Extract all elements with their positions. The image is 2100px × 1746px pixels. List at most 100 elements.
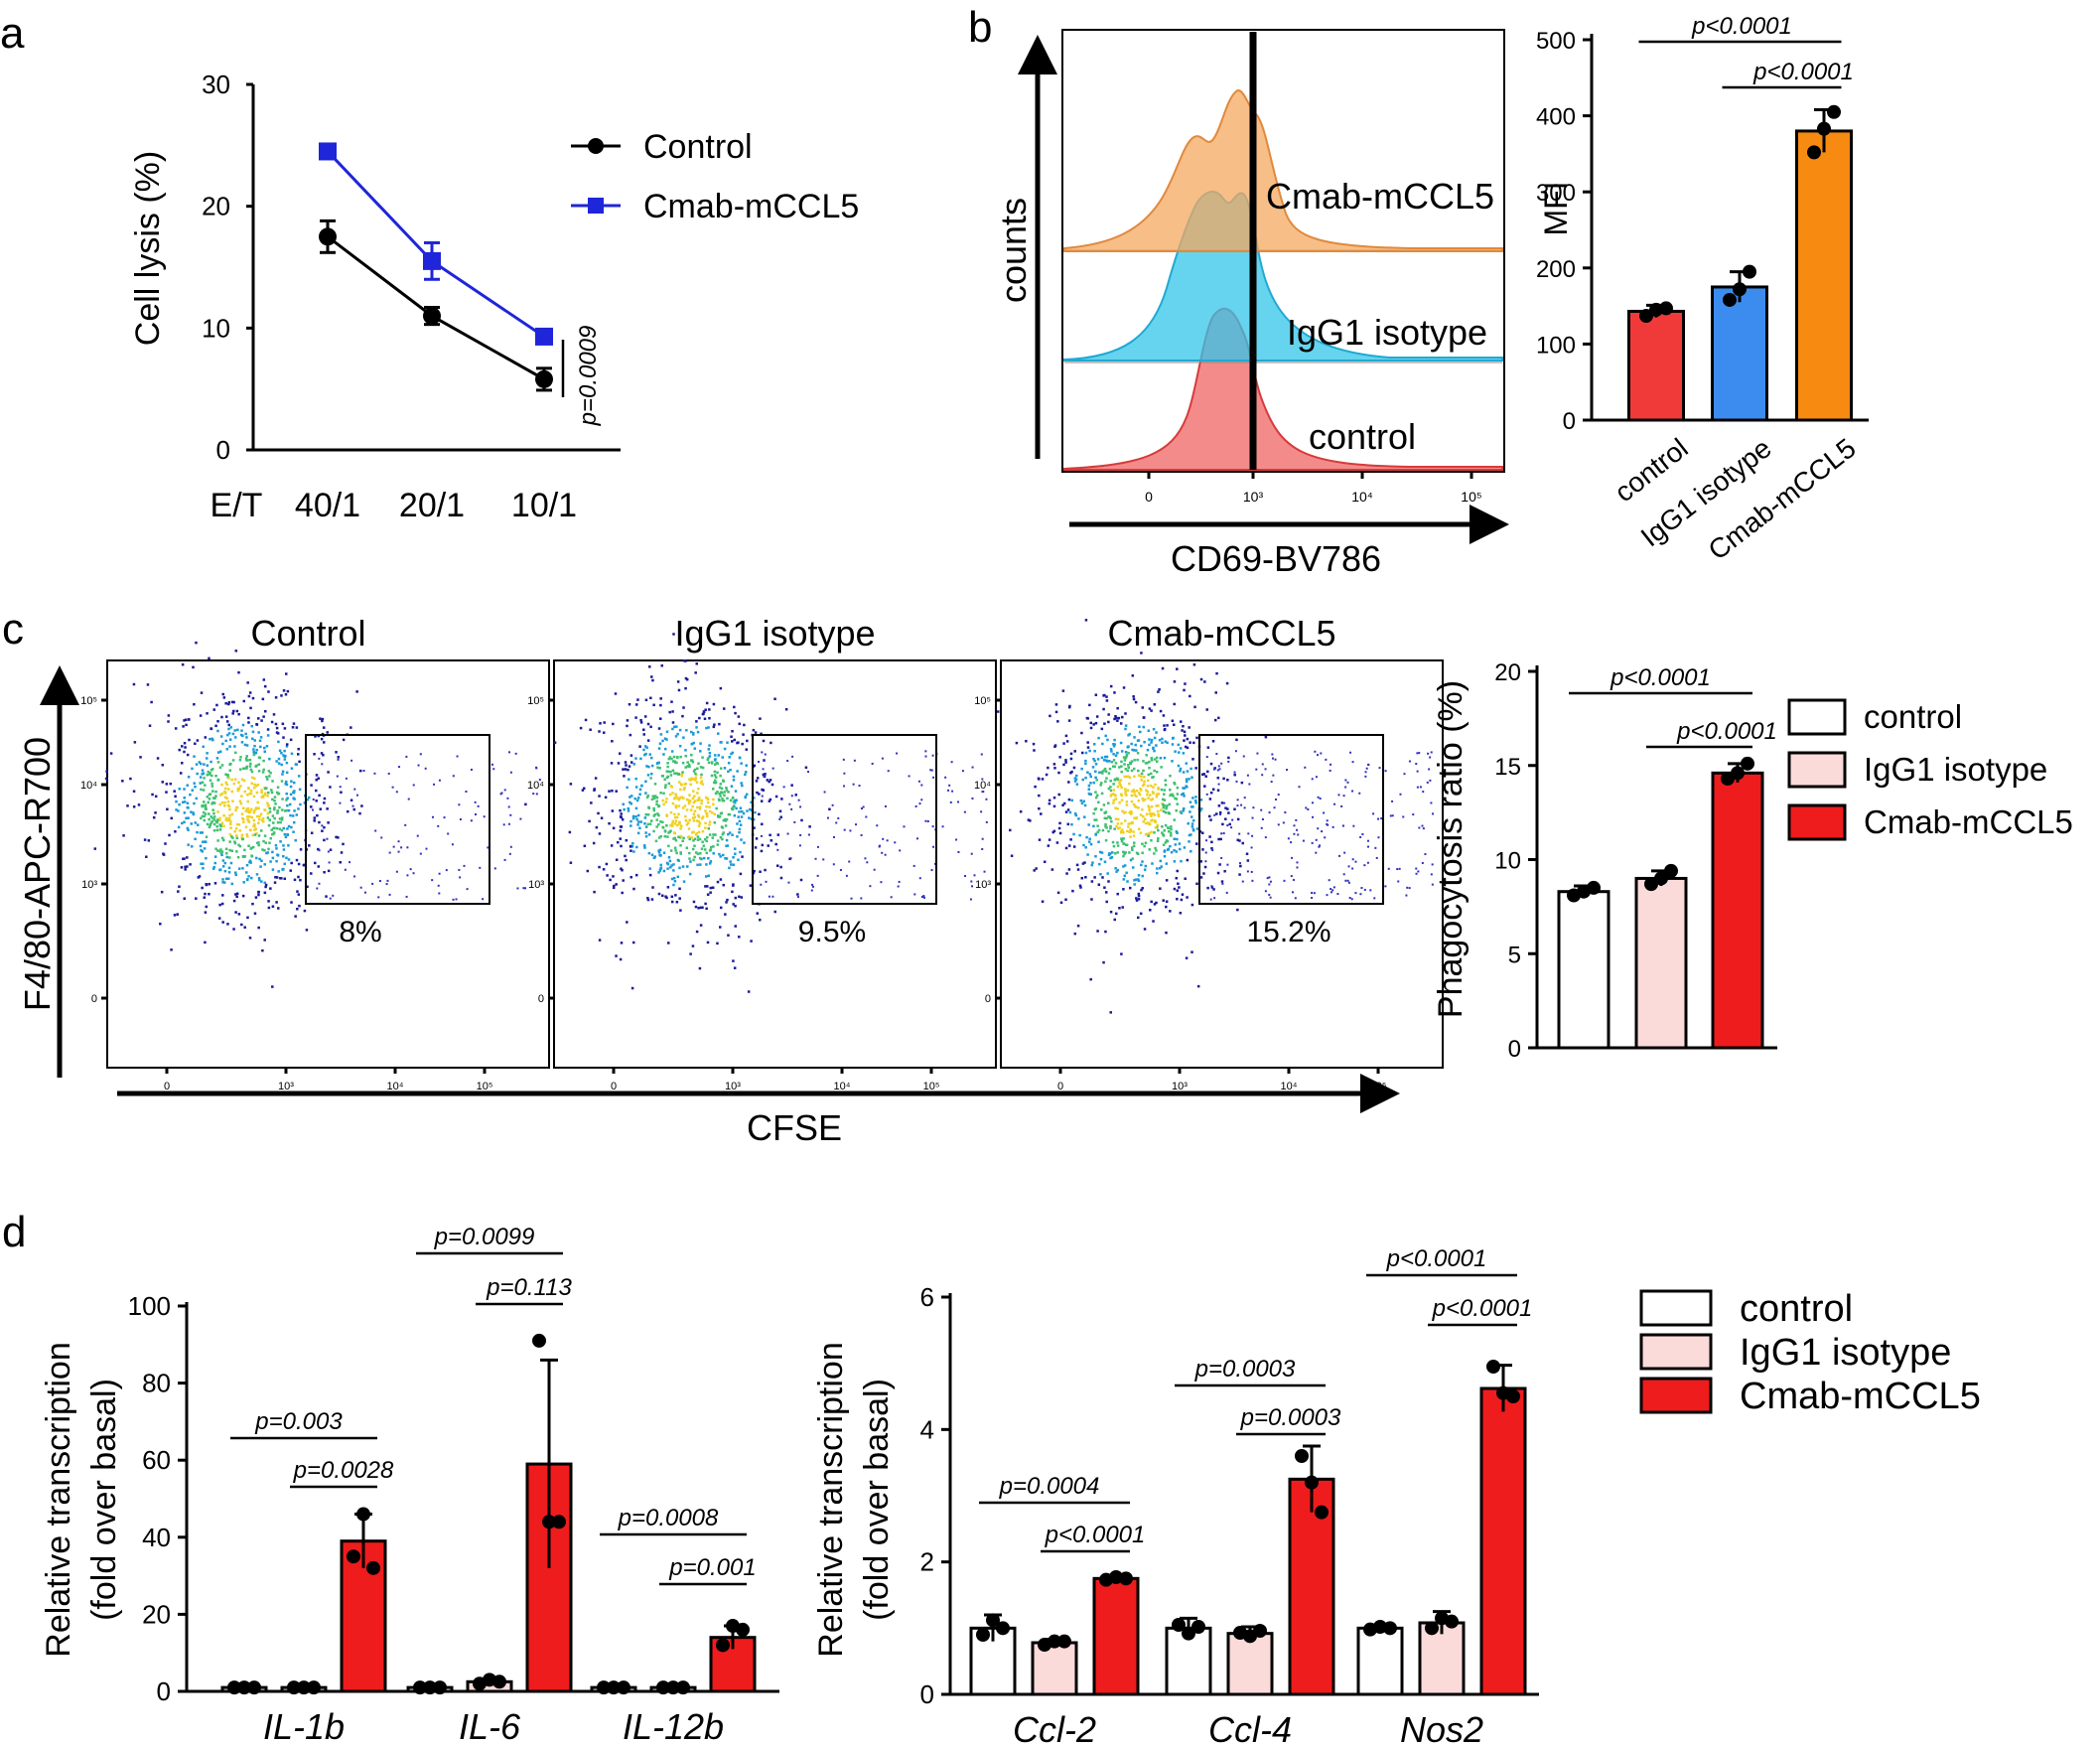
flow-dot [318,820,321,824]
flow-dot [1145,812,1149,816]
flow-dot [799,805,802,808]
flow-dot [807,833,810,836]
flow-dot [1206,770,1209,774]
flow-dot [724,857,727,860]
flow-dot [721,853,725,857]
flow-dot [1067,719,1071,722]
flow-dot [718,792,721,796]
flow-dot [1324,836,1327,839]
flow-dot [1079,799,1083,802]
flow-dot [1236,838,1239,842]
flow-dot [1176,786,1180,790]
flow-dot [682,836,685,840]
flow-dot [1177,882,1180,886]
flow-dot [634,777,637,781]
flow-dot [230,849,234,852]
flow-dot [697,824,701,827]
flow-dot [1389,814,1392,817]
flow-dot [242,779,246,783]
flow-dot [269,887,272,890]
flow-dot [289,813,292,817]
flow-dot [1186,786,1189,789]
flow-dot [1124,727,1127,731]
flow-dot [1147,797,1150,800]
flow-dot [1173,848,1176,852]
flow-dot [255,873,259,876]
flow-ytick-label: 10⁴ [974,780,991,792]
flow-dot [509,771,512,774]
flow-dot [688,851,691,855]
flow-dot [651,886,654,889]
flow-dot [227,700,231,704]
flow-dot [731,796,735,800]
flow-dot [669,774,673,777]
flow-dot [247,815,251,818]
flow-dot [693,855,696,859]
flow-dot [1236,817,1240,821]
flow-dot [452,775,455,778]
flow-dot [669,770,672,774]
flow-dot [1156,839,1160,843]
flow-dot [689,730,693,734]
flow-dot [1227,760,1230,763]
d-left-point [227,1680,241,1695]
flow-dot [1127,775,1130,779]
d-left-sig-label: p=0.0028 [293,1457,394,1484]
flow-dot [1103,816,1107,820]
flow-dot [673,831,677,835]
flow-dot [835,821,838,824]
flow-dot [707,874,711,878]
flow-dot [598,865,601,869]
flow-dot [218,802,221,806]
flow-dot [1351,858,1354,861]
flow-dot [273,816,276,820]
flow-dot [1159,859,1163,863]
flow-dot [704,826,707,829]
flow-dot [1094,833,1097,836]
flow-dot [623,807,626,811]
flow-dot [285,780,288,784]
flow-dot [287,808,291,812]
flow-dot [286,689,290,693]
flow-dot [1132,695,1135,698]
flow-dot [1217,837,1220,841]
flow-dot [1133,816,1136,819]
flow-dot [622,879,625,882]
flow-dot [229,826,232,829]
flow-dot [770,783,774,787]
flow-dot [313,861,317,865]
flow-dot [659,867,662,870]
flow-dot [1132,830,1135,833]
flow-dot [222,813,225,817]
flow-dot [1185,780,1189,784]
flow-dot [1176,831,1179,834]
flow-dot [1109,856,1112,860]
flow-dot [716,732,720,735]
flow-dot [636,698,639,701]
flow-dot [734,711,737,715]
flow-dot [317,777,320,780]
flow-dot [254,807,257,810]
flow-dot [1154,846,1157,850]
flow-dot [826,816,829,819]
flow-dot [1222,777,1225,781]
flow-dot [787,881,790,884]
flow-dot [1108,760,1111,763]
flow-dot [194,837,197,841]
flow-dot [1102,960,1105,964]
flow-dot [1086,771,1089,774]
flow-dot [694,774,698,777]
flow-dot [1148,808,1151,812]
flow-dot [1264,768,1267,771]
flow-dot [263,834,267,837]
flow-dot [665,896,668,900]
flow-dot [677,812,680,816]
flow-dot [583,844,587,848]
flow-dot [242,820,245,824]
flow-dot [1233,807,1236,811]
flow-dot [279,877,282,880]
flow-dot [706,800,710,804]
flow-dot [696,852,700,855]
flow-dot [329,848,333,851]
